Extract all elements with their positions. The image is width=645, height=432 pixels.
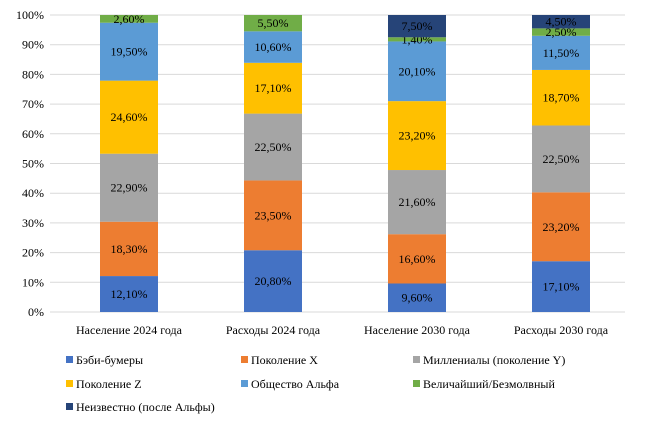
data-label: 19,50% — [111, 45, 148, 59]
data-label: 23,20% — [399, 129, 436, 143]
bar-segment — [100, 15, 158, 23]
y-tick-label: 50% — [22, 157, 44, 171]
y-tick-label: 40% — [22, 186, 44, 200]
legend-swatch — [66, 380, 73, 387]
bar-segment — [388, 101, 446, 171]
bar-segment — [388, 234, 446, 284]
bar-segment — [244, 31, 302, 63]
legend-label: Поколение X — [251, 353, 318, 367]
bar-segment — [532, 125, 590, 193]
bar-segment — [100, 22, 158, 81]
bar-segment — [532, 35, 590, 70]
data-label: 22,90% — [111, 181, 148, 195]
x-tick-label: Расходы 2024 года — [226, 323, 321, 337]
legend-swatch — [241, 380, 248, 387]
y-tick-label: 30% — [22, 216, 44, 230]
bar-segment — [388, 15, 446, 38]
data-label: 16,60% — [399, 252, 436, 266]
x-tick-label: Население 2024 года — [76, 323, 183, 337]
data-label: 21,60% — [399, 195, 436, 209]
bar-segment — [532, 69, 590, 126]
bar-segment — [244, 15, 302, 32]
y-tick-label: 10% — [22, 275, 44, 289]
y-tick-label: 70% — [22, 97, 44, 111]
legend-swatch — [66, 403, 73, 410]
y-tick-label: 60% — [22, 127, 44, 141]
bar-segment — [244, 113, 302, 181]
bar-segment — [244, 180, 302, 251]
data-label: 24,60% — [111, 110, 148, 124]
bar-segment — [532, 261, 590, 312]
data-label: 10,60% — [255, 40, 292, 54]
legend-label: Бэби-бумеры — [76, 353, 143, 367]
bar-segment — [388, 283, 446, 312]
bar-segment — [244, 250, 302, 312]
bar-segment — [532, 192, 590, 262]
data-label: 2,50% — [546, 25, 577, 39]
data-label: 22,50% — [543, 152, 580, 166]
data-label: 17,10% — [543, 280, 580, 294]
x-tick-label: Население 2030 года — [364, 323, 471, 337]
bar-segment — [100, 221, 158, 277]
y-tick-label: 90% — [22, 38, 44, 52]
data-label: 12,10% — [111, 287, 148, 301]
y-tick-label: 80% — [22, 67, 44, 81]
bar-segment — [532, 15, 590, 29]
bar-segment — [388, 37, 446, 42]
x-tick-label: Расходы 2030 года — [514, 323, 609, 337]
data-label: 2,60% — [114, 12, 145, 26]
bar-segment — [388, 41, 446, 102]
data-label: 23,20% — [543, 220, 580, 234]
bar-segment — [100, 80, 158, 154]
data-label: 20,10% — [399, 64, 436, 78]
y-tick-label: 100% — [16, 8, 44, 22]
legend-label: Поколение Z — [76, 377, 142, 391]
bar-segment — [388, 170, 446, 235]
legend-swatch — [413, 356, 420, 363]
bar-segment — [100, 153, 158, 222]
data-label: 9,60% — [402, 291, 433, 305]
legend-swatch — [413, 380, 420, 387]
data-label: 22,50% — [255, 140, 292, 154]
legend-label: Величайший/Безмолвный — [423, 377, 555, 391]
bar-segment — [244, 62, 302, 114]
data-label: 11,50% — [543, 46, 580, 60]
legend-label: Неизвестно (после Альфы) — [76, 400, 215, 414]
bar-segment — [100, 276, 158, 312]
data-label: 5,50% — [258, 16, 289, 30]
y-tick-label: 0% — [28, 305, 44, 319]
data-label: 7,50% — [402, 19, 433, 33]
data-label: 20,80% — [255, 274, 292, 288]
legend-label: Миллениалы (поколение Y) — [423, 353, 565, 367]
legend-swatch — [241, 356, 248, 363]
data-label: 17,10% — [255, 81, 292, 95]
data-label: 18,70% — [543, 91, 580, 105]
data-label: 18,30% — [111, 242, 148, 256]
data-label: 4,50% — [546, 15, 577, 29]
legend-label: Общество Альфа — [251, 377, 340, 391]
bar-segment — [532, 28, 590, 36]
data-label: 23,50% — [255, 208, 292, 222]
legend-swatch — [66, 356, 73, 363]
y-tick-label: 20% — [22, 246, 44, 260]
